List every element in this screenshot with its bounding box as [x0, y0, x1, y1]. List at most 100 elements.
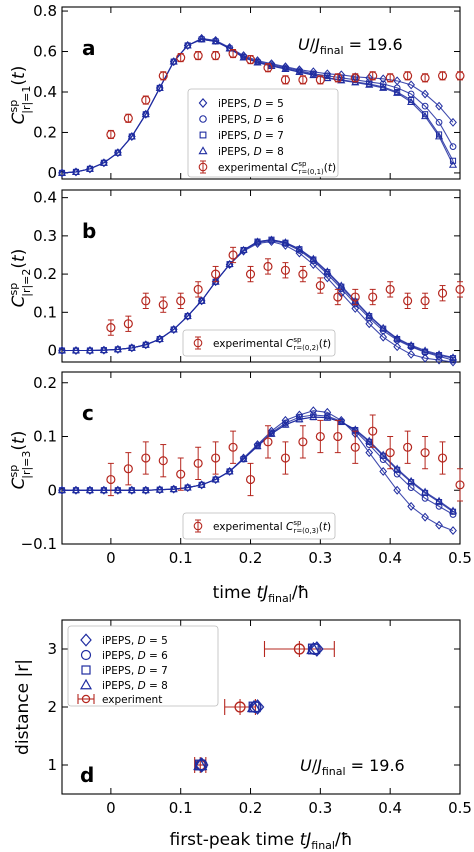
ipeps-D8-line: [62, 239, 454, 358]
experiment-point: [263, 261, 273, 272]
experiment-point: [123, 464, 133, 474]
x-tick-label: 0: [106, 799, 116, 817]
ipeps-D8-point: [246, 699, 262, 713]
experiment-point: [106, 474, 116, 485]
ipeps-D8-point: [225, 259, 234, 268]
y-tick-label: 0.2: [33, 374, 57, 392]
ipeps-D8-point: [253, 237, 262, 245]
ipeps-D8-point: [155, 83, 164, 91]
experiment-point: [211, 269, 221, 279]
y-tick-label: 0: [47, 342, 57, 360]
ipeps-D5-point: [393, 485, 402, 495]
experiment-point: [234, 701, 246, 713]
experiment-point: [403, 442, 413, 452]
ipeps-D5-point: [267, 426, 276, 436]
ipeps-D8-point: [57, 168, 67, 176]
ipeps-D8-point: [225, 467, 234, 475]
y-tick-label: 0.4: [33, 189, 57, 207]
y-tick-label: 0.1: [33, 303, 57, 321]
panel-b-frame: [61, 189, 461, 363]
ipeps-D8-point: [448, 506, 458, 514]
experiment-point: [293, 643, 306, 655]
ipeps-D8-point: [85, 486, 94, 494]
panel-c-legend-box: [182, 512, 336, 540]
experiment-point: [176, 469, 186, 479]
experiment-point: [193, 51, 203, 61]
experiment-point: [228, 442, 238, 452]
x-tick-label: 0.3: [308, 549, 332, 567]
x-tick-label: 0.5: [448, 799, 472, 817]
x-tick-label: 0.4: [378, 799, 402, 817]
ipeps-D8-point: [448, 353, 458, 361]
ipeps-D6-point: [407, 90, 415, 98]
ipeps-D8-point: [197, 35, 206, 43]
legend-ipeps-D7-label: iPEPS, D = 7: [218, 130, 284, 142]
ipeps-D5-point: [379, 466, 388, 476]
ipeps-D8-line: [62, 416, 454, 512]
legend-ipeps-D5-marker: [198, 98, 208, 108]
panel-b-ylabel: Csp|r|=2(t): [7, 249, 33, 308]
ipeps-D7-point: [449, 157, 457, 164]
experiment-point: [298, 437, 308, 447]
experiment-point: [333, 431, 343, 442]
panel-c-legend: experimental Csp r=(0,3)(t): [182, 512, 336, 540]
ipeps-D8-point: [113, 486, 122, 494]
ipeps-D8-point: [99, 158, 108, 166]
panel-d-ylabel: distance |r|: [13, 659, 33, 755]
y-tick-label: 0.1: [33, 428, 57, 446]
experiment-point: [245, 474, 256, 485]
ipeps-D8-point: [267, 429, 276, 437]
x-tick-label: 0.2: [239, 549, 263, 567]
experiment-point: [350, 73, 360, 83]
ipeps-D8-point: [141, 340, 150, 348]
ipeps-D8-point: [421, 487, 430, 495]
experiment-point: [350, 292, 360, 302]
ipeps-D5-point: [407, 501, 415, 511]
ipeps-D8-point: [379, 323, 388, 331]
ipeps-D5-point: [393, 76, 402, 86]
experiment-point: [211, 51, 221, 61]
ipeps-D5-point: [393, 342, 402, 352]
experiment-point: [245, 269, 256, 279]
ipeps-D8-point: [183, 41, 192, 49]
legend-experiment-marker: [81, 694, 91, 704]
x-tick-label: 0.1: [169, 549, 193, 567]
ipeps-D8-point: [306, 641, 321, 655]
ipeps-D5-point: [449, 117, 457, 127]
ipeps-D8-point: [193, 757, 208, 771]
x-tick-label: 0.1: [169, 799, 193, 817]
ipeps-D6-point: [435, 118, 443, 126]
ipeps-D8-point: [309, 254, 318, 262]
ipeps-D8-point: [448, 160, 458, 168]
ipeps-D8-point: [71, 346, 81, 354]
ipeps-D6-point: [449, 143, 457, 151]
y-tick-label: 1: [47, 756, 57, 774]
experiment-point: [280, 265, 290, 275]
panel-b-legend: experimental Csp r=(0,2)(t): [182, 329, 336, 357]
ipeps-D8-point: [393, 334, 402, 342]
experiment-point: [315, 280, 325, 291]
ipeps-D5-point: [421, 353, 429, 363]
ipeps-D5-point: [407, 80, 415, 90]
ipeps-D5-point: [421, 512, 429, 522]
ipeps-D5-point: [421, 89, 429, 99]
ipeps-D5-point: [250, 699, 265, 715]
experiment-point: [263, 63, 273, 73]
ipeps-D8-point: [323, 413, 332, 421]
y-tick-label: 3: [47, 640, 57, 658]
ipeps-D8-point: [113, 148, 122, 156]
ipeps-D8-point: [295, 415, 304, 423]
ipeps-D5-point: [309, 67, 318, 77]
experiment-point: [298, 75, 308, 85]
experiment-point: [385, 73, 395, 83]
experiment-point: [403, 71, 413, 81]
ipeps-D8-point: [421, 112, 430, 120]
experiment-point: [193, 458, 203, 468]
panel-d-legend: iPEPS, D = 5 iPEPS, D = 6 iPEPS, D = 7 iPEP…: [67, 625, 219, 707]
ipeps-D5-point: [379, 74, 388, 84]
legend-ipeps-D8-label: iPEPS, D = 8: [218, 146, 284, 158]
ipeps-D8-point: [239, 53, 248, 61]
experiment-point: [245, 55, 256, 65]
ipeps-D8-point: [309, 70, 318, 79]
experiment-point: [437, 71, 448, 81]
